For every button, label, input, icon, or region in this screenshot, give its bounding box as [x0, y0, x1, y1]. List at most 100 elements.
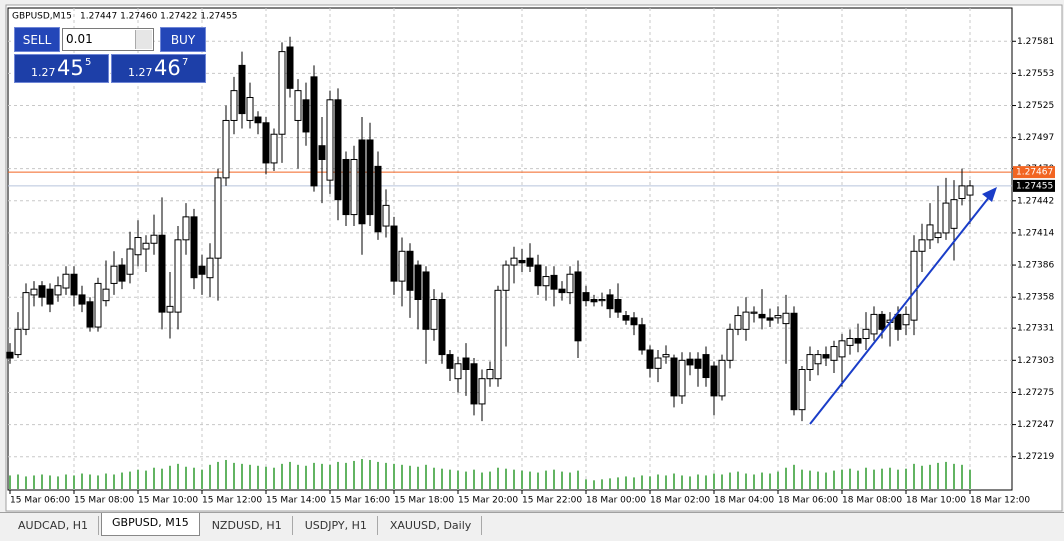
x-tick-label: 15 Mar 10:00 [138, 496, 198, 506]
candle-body [62, 273, 70, 289]
candle-body [222, 119, 230, 179]
x-tick-label: 15 Mar 08:00 [74, 496, 134, 506]
lot-spinner[interactable] [135, 30, 152, 49]
y-tick-label: 1.27386 [1017, 261, 1054, 271]
lot-input[interactable]: 0.01 [62, 28, 154, 51]
y-tick-label: 1.27275 [1017, 388, 1054, 398]
candle-body [726, 328, 734, 361]
candle-body [22, 292, 30, 330]
candle-body [326, 99, 334, 181]
candle-body [190, 216, 198, 279]
candle-body [118, 264, 126, 282]
candle-body [94, 282, 102, 328]
candle-body [150, 234, 158, 244]
candle-body [46, 288, 54, 305]
candle-body [374, 165, 382, 233]
candle-body [766, 317, 774, 321]
candle-body [958, 185, 966, 200]
candle-body [910, 250, 918, 321]
candle-body [86, 301, 94, 328]
candle-body [358, 139, 366, 225]
candle-body [622, 315, 630, 321]
candle-body [454, 363, 462, 380]
candle-body [254, 116, 262, 124]
candle-body [446, 354, 454, 369]
chart-title: GBPUSD,M15 [12, 12, 72, 22]
candle-body [318, 145, 326, 160]
candle-body [278, 51, 286, 135]
candle-body [742, 311, 750, 330]
chart-tab[interactable]: GBPUSD, M15 [101, 513, 200, 536]
candle-body [414, 264, 422, 300]
buy-button[interactable]: BUY [160, 27, 206, 52]
candle-body [870, 313, 878, 335]
candle-body [686, 358, 694, 366]
x-tick-label: 15 Mar 12:00 [202, 496, 262, 506]
candle-body [478, 378, 486, 405]
x-tick-label: 15 Mar 14:00 [266, 496, 326, 506]
candle-body [878, 313, 886, 330]
candle-body [398, 250, 406, 282]
candle-body [54, 285, 62, 296]
candle-body [238, 64, 246, 115]
candle-body [30, 288, 38, 296]
candle-body [590, 298, 598, 303]
candle-body [542, 276, 550, 287]
candle-body [534, 264, 542, 287]
x-tick-label: 18 Mar 02:00 [650, 496, 710, 506]
candle-body [382, 204, 390, 227]
y-tick-label: 1.27581 [1017, 37, 1054, 47]
x-tick-label: 18 Mar 12:00 [970, 496, 1030, 506]
candle-body [470, 363, 478, 405]
candle-body [126, 248, 134, 275]
candle-body [830, 346, 838, 361]
candle-body [310, 76, 318, 187]
price-prefix: 1.27 [31, 66, 56, 79]
candle-body [902, 313, 910, 326]
candle-body [166, 305, 174, 313]
candle-body [758, 313, 766, 319]
candle-body [110, 265, 118, 284]
buy-quote[interactable]: 1.27 46 7 [111, 54, 206, 83]
candle-body [342, 158, 350, 216]
chart-background [5, 4, 1063, 512]
candle-body [918, 239, 926, 252]
candle-body [38, 285, 46, 298]
candle-body [894, 313, 902, 330]
candle-body [790, 312, 798, 411]
chart-tab[interactable]: AUDCAD, H1 [8, 516, 99, 535]
candle-body [702, 354, 710, 379]
candle-body [206, 257, 214, 279]
candle-body [462, 357, 470, 370]
candle-body [934, 232, 942, 239]
y-tick-label: 1.27414 [1017, 228, 1054, 238]
candle-body [942, 202, 950, 234]
x-tick-label: 15 Mar 22:00 [522, 496, 582, 506]
candle-body [406, 250, 414, 291]
sell-button[interactable]: SELL [14, 27, 60, 52]
candle-body [862, 328, 870, 340]
candle-body [134, 237, 142, 256]
chart-tab[interactable]: NZDUSD, H1 [202, 516, 293, 535]
candle-body [630, 317, 638, 326]
candle-body [246, 97, 254, 121]
x-tick-label: 15 Mar 18:00 [394, 496, 454, 506]
plot-frame [7, 7, 1013, 491]
sell-quote[interactable]: 1.27 45 5 [14, 54, 109, 83]
chart-tab[interactable]: USDJPY, H1 [295, 516, 378, 535]
y-tick-label: 1.27219 [1017, 452, 1054, 462]
price-point: 5 [85, 57, 92, 68]
candle-body [646, 349, 654, 369]
x-tick-label: 18 Mar 08:00 [842, 496, 902, 506]
candle-body [422, 271, 430, 330]
candle-body [6, 351, 14, 359]
candle-body [494, 289, 502, 380]
price-point: 7 [182, 57, 189, 68]
chart-tab[interactable]: XAUUSD, Daily [380, 516, 483, 535]
candle-body [430, 298, 438, 330]
candle-body [286, 46, 294, 89]
candle-body [366, 139, 374, 216]
candle-body [102, 288, 110, 302]
candle-body [710, 365, 718, 397]
y-tick-label: 1.27553 [1017, 69, 1054, 79]
